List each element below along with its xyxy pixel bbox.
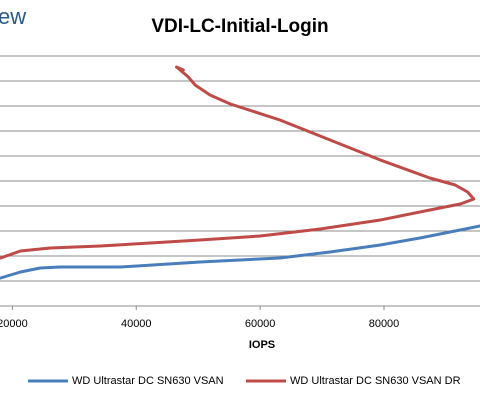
x-axis-title: IOPS — [249, 339, 275, 351]
x-tick-label: 60000 — [245, 318, 276, 330]
series-line — [0, 65, 476, 260]
x-tick-label: 20000 — [0, 318, 28, 330]
legend-label: WD Ultrastar DC SN630 VSAN — [72, 375, 224, 387]
legend-label: WD Ultrastar DC SN630 VSAN DR — [290, 375, 461, 387]
x-tick-label: 40000 — [121, 318, 152, 330]
series-line — [0, 224, 480, 280]
chart-title: VDI-LC-Initial-Login — [151, 16, 328, 37]
x-tick-label: 80000 — [369, 318, 400, 330]
logo: ew — [0, 4, 26, 29]
